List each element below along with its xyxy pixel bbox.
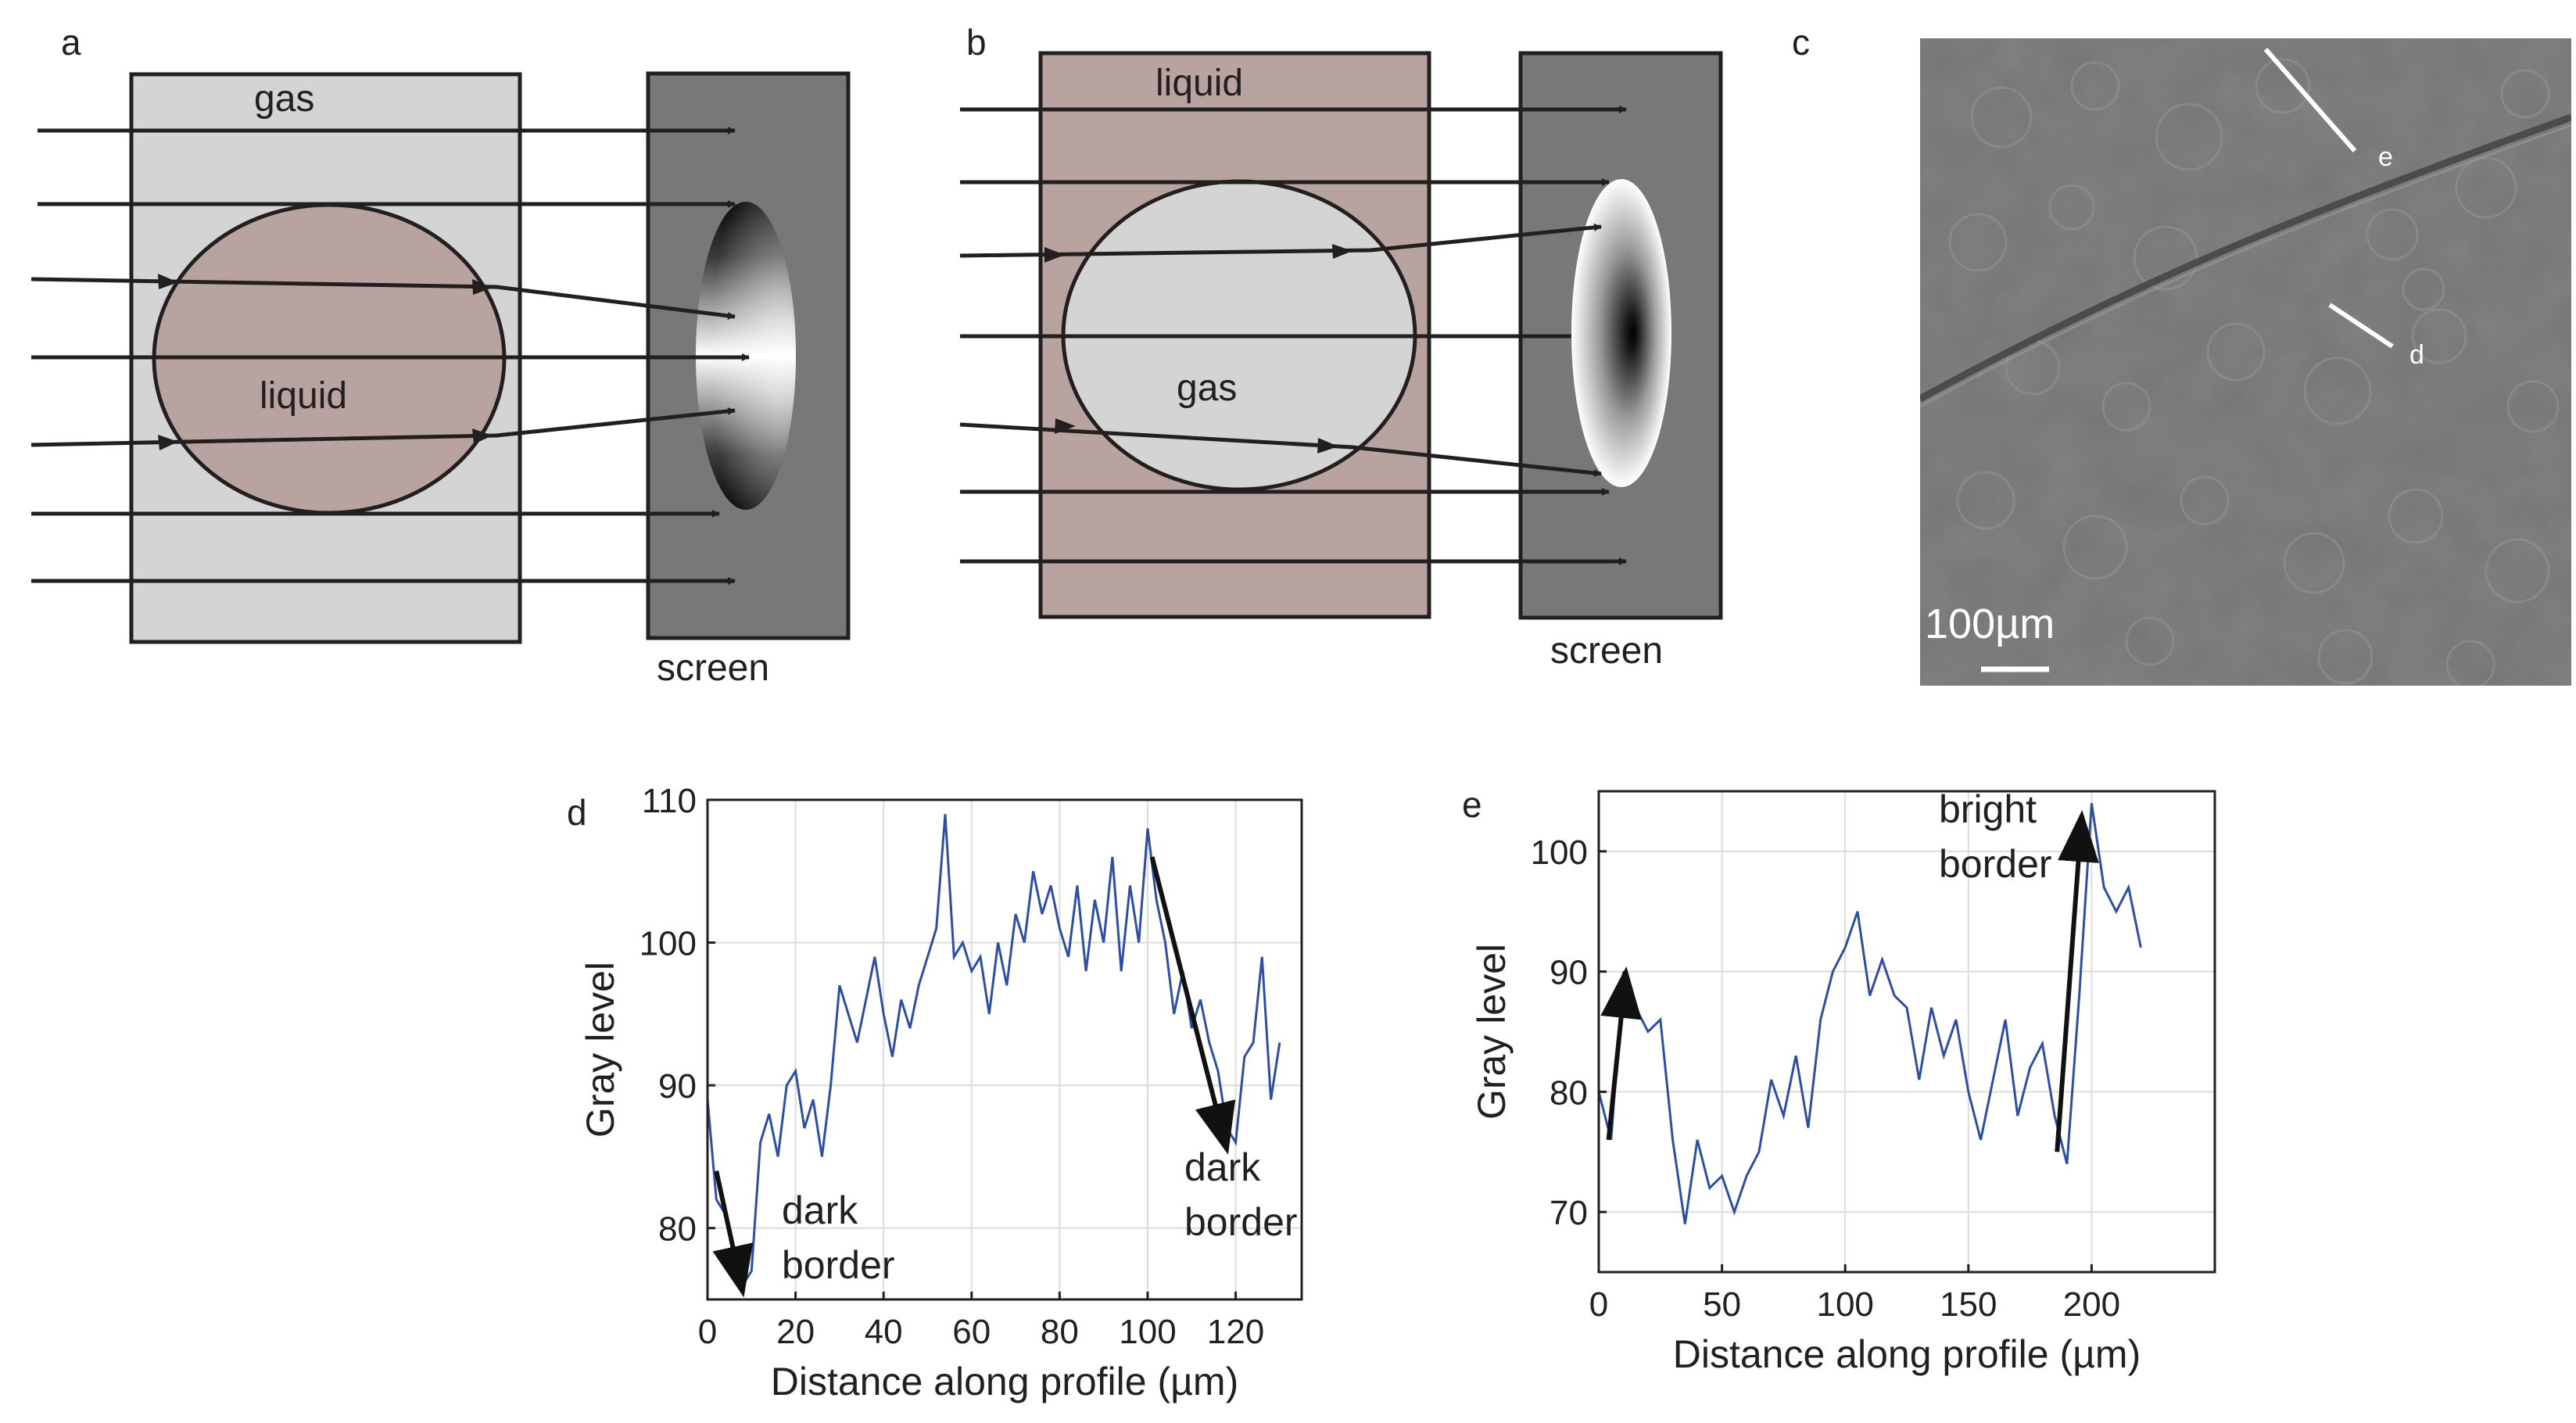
chart-e-gridlines — [1598, 791, 2215, 1272]
x-tick-label: 60 — [952, 1313, 991, 1351]
y-tick-label: 90 — [658, 1067, 697, 1106]
scale-bar-label: 100µm — [1925, 600, 2055, 647]
ray-b-3 — [959, 223, 1602, 258]
y-tick-label: 100 — [1531, 833, 1588, 872]
annotation-label: dark — [782, 1188, 858, 1232]
chart-e: e 0 50 100 150 200 70 80 90 100 bright border Dis… — [1462, 784, 2216, 1376]
y-tick-label: 110 — [642, 782, 697, 820]
x-tick-label: 50 — [1703, 1285, 1741, 1324]
chart-d-y-axis-label: Gray level — [579, 962, 622, 1138]
x-tick-label: 150 — [1940, 1285, 1997, 1324]
screen-label-a: screen — [657, 647, 769, 689]
annotation-label: dark — [1184, 1145, 1261, 1189]
ray-a-5 — [30, 407, 736, 447]
micrograph — [1920, 38, 2571, 686]
annotation-label-line2: border — [782, 1243, 895, 1287]
chart-d-plot-frame — [706, 798, 1303, 1301]
liquid-label-a: liquid — [260, 375, 347, 417]
y-tick-label: 70 — [1550, 1194, 1588, 1232]
profile-line-d — [2328, 303, 2394, 349]
y-tick-label: 80 — [1550, 1074, 1588, 1112]
chart-e-annotations: bright border — [1600, 787, 2099, 1152]
x-tick-label: 40 — [865, 1313, 903, 1351]
x-tick-label: 80 — [1041, 1313, 1079, 1351]
chart-d-ticks: 0 20 40 60 80 100 120 80 90 100 110 — [640, 782, 1265, 1351]
x-tick-label: 100 — [1816, 1285, 1873, 1324]
panel-e-letter: e — [1462, 784, 1482, 825]
annotation-arrow — [1600, 966, 1642, 1141]
annotation-label: bright — [1939, 787, 2037, 831]
annotation-arrow — [1149, 856, 1236, 1155]
panel-c: c e d 100µm — [1792, 22, 2571, 686]
chart-d-x-axis-label: Distance along profile (µm) — [771, 1360, 1239, 1403]
profile-label-d: d — [2409, 340, 2424, 370]
chart-e-y-axis-label: Gray level — [1470, 944, 1514, 1120]
ray-a-inner-arrows — [158, 274, 493, 450]
y-tick-label: 80 — [658, 1210, 697, 1249]
liquid-label-b: liquid — [1155, 63, 1243, 104]
panel-a-letter: a — [61, 22, 81, 63]
ray-a-3 — [30, 277, 736, 320]
profile-label-e: e — [2378, 142, 2393, 172]
x-tick-label: 0 — [1589, 1285, 1608, 1324]
annotation-label-line2: border — [1184, 1200, 1298, 1244]
y-tick-label: 100 — [640, 925, 697, 963]
panel-b: b liquid gas screen — [959, 22, 1723, 672]
light-rays-a — [30, 127, 750, 585]
gas-label-b: gas — [1177, 367, 1237, 409]
x-tick-label: 100 — [1119, 1313, 1176, 1351]
annotation-arrow — [2055, 810, 2099, 1152]
ray-b-inner-arrows — [1044, 244, 1352, 453]
screen-label-b: screen — [1550, 630, 1663, 672]
chart-e-x-axis-label: Distance along profile (µm) — [1673, 1332, 2141, 1376]
chart-d-annotations: dark border dark border — [712, 856, 1298, 1298]
light-rays-b — [959, 106, 1627, 565]
gas-label-a: gas — [254, 78, 314, 120]
panel-b-letter: b — [966, 22, 987, 63]
annotation-label-line2: border — [1939, 842, 2052, 886]
panel-a: a gas liquid screen — [30, 22, 851, 689]
annotation-arrow — [712, 1170, 754, 1298]
chart-e-series-line — [1597, 803, 2142, 1224]
profile-line-e — [2263, 48, 2357, 152]
x-tick-label: 120 — [1207, 1313, 1264, 1351]
x-tick-label: 200 — [2063, 1285, 2120, 1324]
screen-b-pattern — [1571, 179, 1671, 487]
chart-e-ticks: 0 50 100 150 200 70 80 90 100 — [1531, 833, 2121, 1324]
panel-c-letter: c — [1792, 22, 1810, 63]
y-tick-label: 90 — [1550, 954, 1588, 992]
ray-b-5 — [959, 422, 1602, 478]
panel-d-letter: d — [567, 792, 587, 833]
x-tick-label: 0 — [698, 1313, 717, 1351]
chart-e-plot-frame — [1597, 790, 2216, 1274]
x-tick-label: 20 — [776, 1313, 815, 1351]
